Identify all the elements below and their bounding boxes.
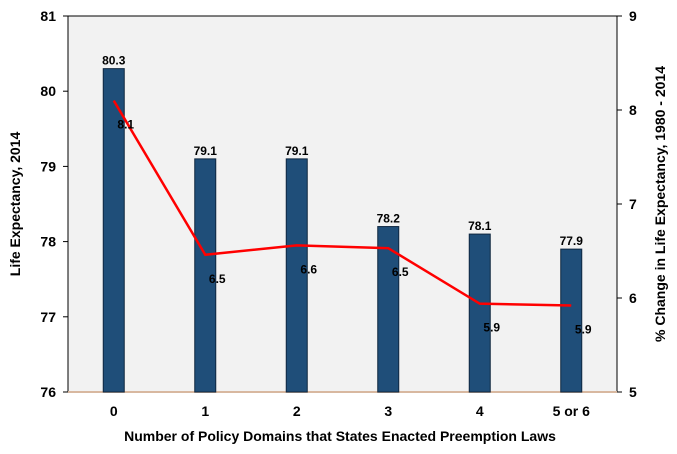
bar <box>285 158 308 393</box>
line-value-label: 6.5 <box>209 272 226 286</box>
x-tick-label: 4 <box>476 403 484 419</box>
x-tick-label: 2 <box>293 403 301 419</box>
right-tick-label: 7 <box>629 196 637 212</box>
line-value-label: 6.5 <box>392 265 409 279</box>
left-tick-label: 78 <box>40 234 56 250</box>
bar <box>377 226 400 393</box>
x-tick-label: 1 <box>201 403 209 419</box>
line-value-label: 8.1 <box>117 118 134 132</box>
left-axis-ticks: 76 77 78 79 80 81 <box>40 8 68 400</box>
x-tick-label: 3 <box>384 403 392 419</box>
left-tick-label: 79 <box>40 158 56 174</box>
x-axis-title: Number of Policy Domains that States Ena… <box>124 428 556 444</box>
left-tick-label: 77 <box>40 309 56 325</box>
y2-axis-title: % Change in Life Expectancy, 1980 - 2014 <box>652 66 668 342</box>
bar <box>468 233 491 393</box>
bar-value-label: 80.3 <box>102 54 126 68</box>
bar-value-label: 79.1 <box>194 144 218 158</box>
right-tick-label: 5 <box>629 384 637 400</box>
bar <box>194 158 217 393</box>
line-value-label: 5.9 <box>575 323 592 337</box>
line-series: 8.1 6.5 6.6 6.5 5.9 5.9 <box>112 99 592 337</box>
bar-value-label: 78.1 <box>468 219 492 233</box>
left-tick-label: 76 <box>40 384 56 400</box>
bar-value-label: 78.2 <box>377 212 401 226</box>
right-tick-label: 9 <box>629 8 637 24</box>
x-tick-label: 5 or 6 <box>553 403 591 419</box>
right-tick-label: 6 <box>629 290 637 306</box>
right-axis-ticks: 5 6 7 8 9 <box>617 8 637 400</box>
right-tick-label: 8 <box>629 102 637 118</box>
bar <box>102 68 125 393</box>
x-axis-ticks: 0 1 2 3 4 5 or 6 <box>110 403 590 419</box>
bar-value-label: 79.1 <box>285 144 309 158</box>
bar <box>560 248 583 393</box>
plot-area <box>67 15 618 393</box>
line-value-label: 5.9 <box>483 321 500 335</box>
bar-value-label: 77.9 <box>560 234 584 248</box>
line-value-label: 6.6 <box>300 262 317 276</box>
x-tick-label: 0 <box>110 403 118 419</box>
bar-series: 80.3 79.1 79.1 78.2 78.1 77.9 <box>102 54 584 393</box>
line-path <box>112 99 572 307</box>
left-tick-label: 80 <box>40 83 56 99</box>
left-tick-label: 81 <box>40 8 56 24</box>
y-axis-title: Life Expectancy, 2014 <box>7 132 23 277</box>
